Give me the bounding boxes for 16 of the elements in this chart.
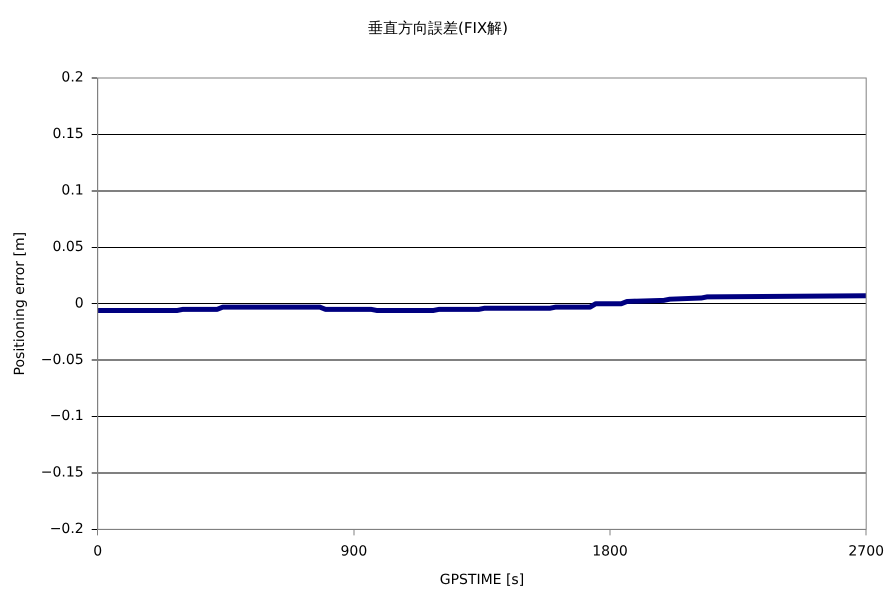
y-tick-label: 0.05 bbox=[52, 238, 84, 255]
y-tick-label: −0.1 bbox=[50, 408, 84, 424]
y-tick-label: 0.1 bbox=[61, 182, 84, 198]
chart-title: 垂直方向誤差(FIX解) bbox=[368, 18, 508, 37]
x-tick-label: 900 bbox=[340, 543, 368, 560]
y-tick-label: 0 bbox=[74, 295, 84, 312]
y-tick-label: 0.2 bbox=[61, 70, 84, 86]
x-tick-label: 2700 bbox=[848, 543, 884, 560]
y-tick-label: −0.15 bbox=[40, 464, 84, 481]
x-axis-title: GPSTIME [s] bbox=[440, 572, 524, 588]
y-axis-title: Positioning error [m] bbox=[12, 232, 28, 376]
x-tick-label: 0 bbox=[93, 543, 102, 560]
y-tick-label: −0.05 bbox=[40, 352, 84, 368]
x-tick-label: 1800 bbox=[592, 543, 628, 560]
y-tick-label: 0.15 bbox=[52, 126, 84, 142]
y-tick-label: −0.2 bbox=[50, 521, 84, 538]
